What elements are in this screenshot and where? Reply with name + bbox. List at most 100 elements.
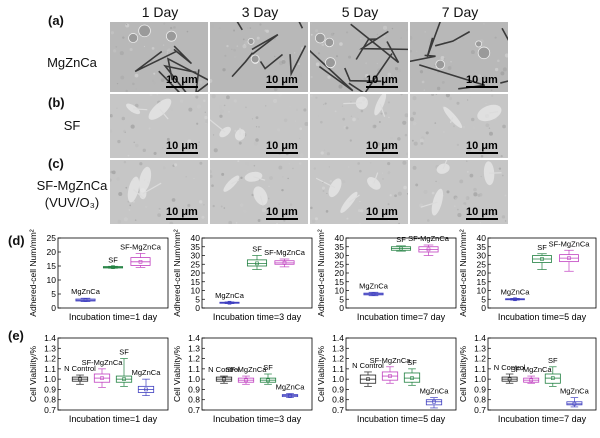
- y-tick-label: 0.8: [474, 395, 486, 405]
- y-tick-label: 1.2: [188, 354, 200, 364]
- x-axis-label: Incubation time=5 day: [498, 312, 587, 322]
- series-label: N Control: [494, 363, 526, 372]
- plot-frame: [57, 237, 169, 309]
- y-tick-label: 0.7: [332, 405, 344, 415]
- mean-marker: [122, 377, 126, 381]
- y-tick-label: 1.3: [474, 343, 486, 353]
- y-tick-label: 0.9: [188, 384, 200, 394]
- series-label: MgZnCa: [215, 291, 245, 300]
- mean-marker: [222, 377, 226, 381]
- mean-marker: [100, 376, 104, 380]
- sem-image-c-day1: 10 μm: [110, 160, 208, 224]
- series-label: SF-MgZnCa: [511, 365, 553, 374]
- panel-label-a: (a): [48, 13, 64, 28]
- scale-bar: 10 μm: [366, 140, 398, 154]
- series-label: SF-MgZnCa: [264, 248, 306, 257]
- mean-marker: [83, 298, 88, 302]
- series-label: N Control: [64, 364, 96, 373]
- sem-image-b-day3: 10 μm: [210, 94, 308, 158]
- x-axis-label: Incubation time=5 day: [357, 414, 446, 424]
- chart-e-4: 0.70.80.91.01.11.21.31.4 Cell Viability/%…: [28, 333, 169, 424]
- series-label: SF-MgZnCa: [549, 239, 591, 248]
- mean-marker: [282, 261, 287, 265]
- sem-image-c-day7: 10 μm: [410, 160, 508, 224]
- y-axis-label: Cell Viability/%: [458, 346, 468, 403]
- chart-e-6: 0.70.80.91.01.11.21.31.4 Cell Viability/%…: [316, 333, 457, 424]
- mean-marker: [550, 376, 555, 380]
- plot-frame: [57, 337, 169, 411]
- y-tick-label: 15: [191, 277, 201, 287]
- mean-marker: [244, 378, 248, 382]
- y-tick-label: 10: [477, 286, 487, 296]
- y-tick-label: 0: [51, 303, 56, 313]
- y-tick-label: 25: [477, 259, 487, 269]
- series-label: MgZnCa: [359, 281, 389, 290]
- scale-bar: 10 μm: [266, 140, 298, 154]
- series-label: SF-MgZnCa: [120, 242, 162, 251]
- y-tick-label: 30: [335, 251, 345, 261]
- sem-image-a-day1: 10 μm: [110, 22, 208, 92]
- row-label-sf-mgznca: SF-MgZnCa: [36, 178, 108, 193]
- y-tick-label: 1.4: [44, 333, 56, 343]
- y-axis-label: Adhered-cell Num/mm²: [172, 229, 182, 317]
- box-mgznca: [566, 401, 583, 406]
- mean-marker: [529, 378, 534, 382]
- sem-image-c-day5: 10 μm: [310, 160, 408, 224]
- mean-marker: [266, 378, 270, 382]
- y-axis-label: Adhered-cell Num/mm²: [28, 229, 38, 317]
- row-label-mgznca: MgZnCa: [47, 55, 97, 70]
- y-tick-label: 0: [195, 303, 200, 313]
- series-label: SF: [108, 255, 118, 264]
- mean-marker: [432, 399, 436, 404]
- scale-bar: 10 μm: [466, 206, 498, 220]
- series-label: SF: [263, 363, 273, 372]
- y-tick-label: 0.7: [44, 405, 56, 415]
- y-tick-label: 0.9: [332, 384, 344, 394]
- sem-image-a-day7: 10 μm: [410, 22, 508, 92]
- mean-marker: [513, 297, 517, 302]
- y-tick-label: 15: [335, 277, 345, 287]
- y-tick-label: 1.4: [188, 333, 200, 343]
- y-tick-label: 1.4: [332, 333, 344, 343]
- y-tick-label: 0.7: [188, 405, 200, 415]
- sem-image-a-day3: 10 μm: [210, 22, 308, 92]
- x-axis-label: Incubation time=7 day: [498, 414, 587, 424]
- series-label: SF: [252, 245, 262, 254]
- y-axis-label: Cell Viability/%: [316, 346, 326, 403]
- mean-marker: [255, 261, 259, 266]
- y-tick-label: 1.3: [188, 343, 200, 353]
- y-tick-label: 0: [339, 303, 344, 313]
- series-label: SF-MgZnCa: [408, 234, 450, 243]
- scale-bar: 10 μm: [266, 206, 298, 220]
- y-tick-label: 10: [191, 286, 201, 296]
- series-label: MgZnCa: [132, 368, 162, 377]
- y-tick-label: 1.1: [188, 364, 200, 374]
- y-tick-label: 30: [191, 251, 201, 261]
- y-tick-label: 20: [477, 268, 487, 278]
- y-tick-label: 0.8: [188, 395, 200, 405]
- y-tick-label: 5: [481, 294, 486, 304]
- series-label: SF: [119, 348, 129, 357]
- mean-marker: [138, 259, 143, 264]
- panel-label-c: (c): [48, 156, 64, 171]
- scale-bar: 10 μm: [166, 140, 198, 154]
- chart-e-7: 0.70.80.91.01.11.21.31.4 Cell Viability/%…: [458, 333, 597, 424]
- mean-marker: [540, 257, 544, 261]
- y-tick-label: 10: [335, 286, 345, 296]
- plot-frame: [487, 337, 597, 411]
- y-tick-label: 20: [191, 268, 201, 278]
- y-tick-label: 5: [51, 289, 56, 299]
- sem-image-a-day5: 10 μm: [310, 22, 408, 92]
- plot-frame: [345, 337, 457, 411]
- y-axis-label: Cell Viability/%: [28, 346, 38, 403]
- mean-marker: [111, 265, 115, 269]
- mean-marker: [572, 402, 577, 406]
- scale-bar: 10 μm: [166, 74, 198, 88]
- y-tick-label: 35: [335, 242, 345, 252]
- chart-d-0: 0 5 10 15 20 25 Adhered-cell Num/mm² Incubation…: [28, 229, 169, 322]
- series-label: N Control: [208, 365, 240, 374]
- scale-bar: 10 μm: [466, 74, 498, 88]
